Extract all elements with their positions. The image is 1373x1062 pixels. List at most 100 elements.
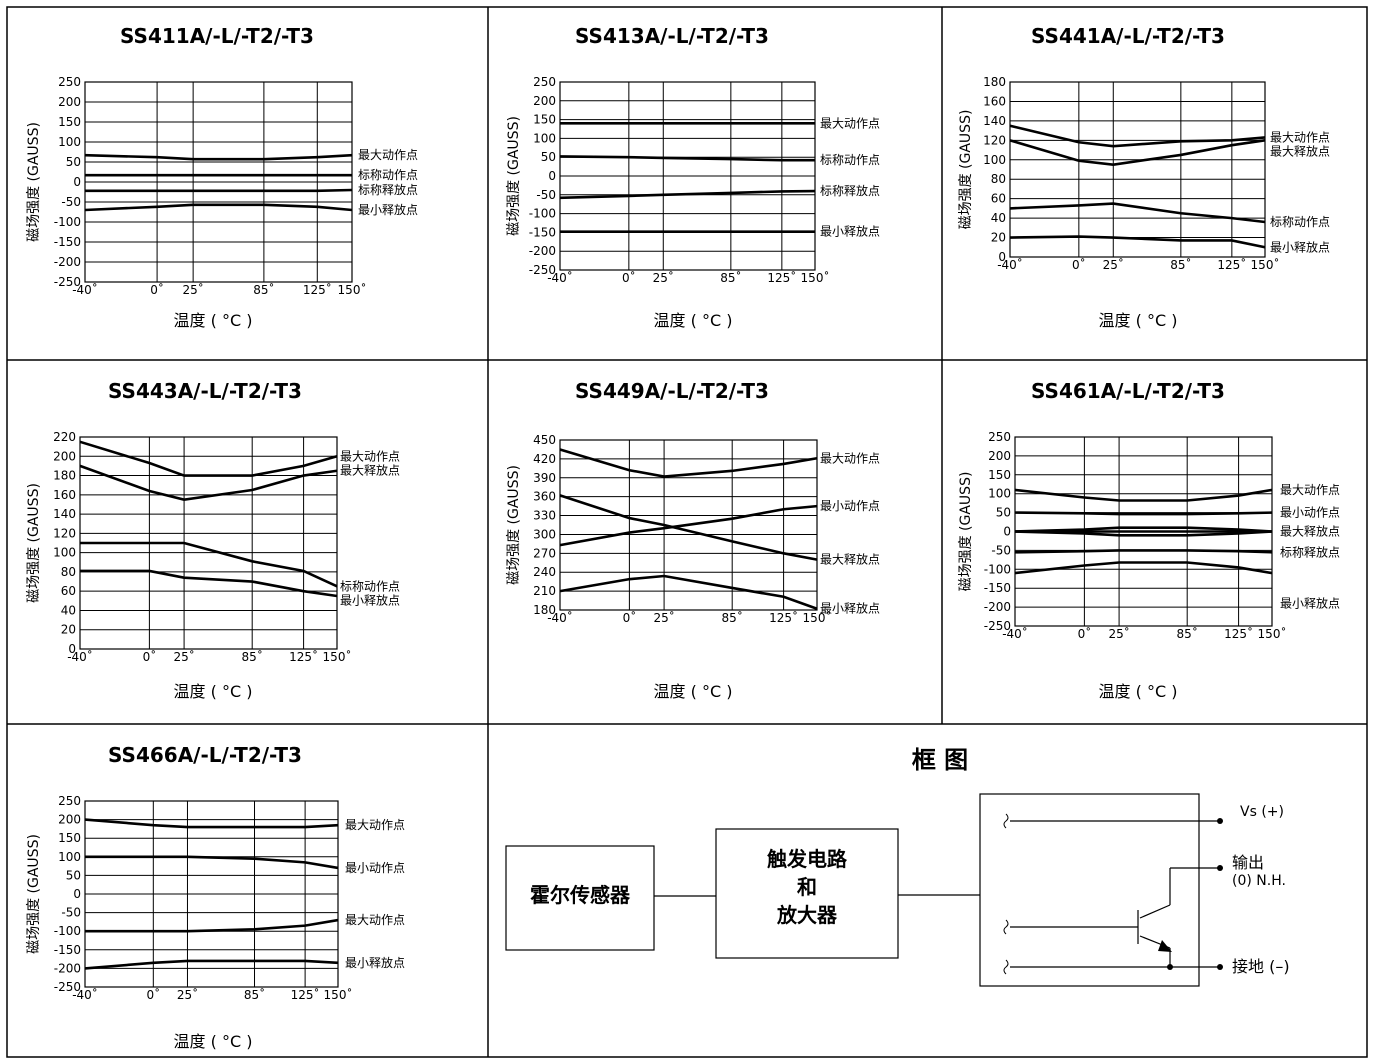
y-tick-label: 120 — [983, 133, 1006, 147]
series-line — [1014, 526, 1273, 533]
y-tick-label: -100 — [529, 207, 556, 221]
y-tick-label: -50 — [61, 906, 81, 920]
y-tick-label: 100 — [58, 850, 81, 864]
series-line — [559, 448, 818, 478]
y-tick-label: 330 — [533, 509, 556, 523]
terminal-dot — [1217, 818, 1223, 824]
x-axis-label: 温度 ( °C ) — [174, 1032, 253, 1051]
y-tick-label: -50 — [991, 543, 1011, 557]
x-tick-label: 25˚ — [1103, 257, 1124, 272]
y-tick-label: 20 — [61, 623, 76, 637]
trigger-label: 放大器 — [776, 903, 838, 927]
y-tick-label: 220 — [53, 430, 76, 444]
series-label: 最小释放点 — [345, 955, 405, 970]
x-axis-label: 温度 ( °C ) — [174, 682, 253, 701]
x-tick-label: -40˚ — [72, 987, 98, 1002]
x-tick-label: -40˚ — [547, 270, 573, 285]
series-line — [79, 464, 338, 501]
x-tick-label: 85˚ — [253, 282, 274, 297]
y-tick-label: 210 — [533, 584, 556, 598]
series-label: 最大动作点 — [820, 116, 880, 130]
y-axis-label: 磁场强度 (GAUSS) — [26, 483, 42, 603]
chart-title: SS411A/-L/-T2/-T3 — [120, 24, 314, 48]
series-line — [84, 959, 339, 970]
y-tick-label: 180 — [53, 469, 76, 483]
y-tick-label: 80 — [991, 172, 1006, 186]
series-label: 最小释放点 — [820, 224, 880, 239]
x-tick-label: -40˚ — [67, 649, 93, 664]
series-label: 最小释放点 — [1280, 595, 1340, 610]
y-tick-label: -150 — [54, 943, 81, 957]
terminal-dot — [1217, 964, 1223, 970]
series-line — [1014, 488, 1273, 502]
chart-title: SS466A/-L/-T2/-T3 — [108, 743, 302, 767]
x-tick-label: 85˚ — [244, 987, 265, 1002]
x-tick-label: 150˚ — [803, 610, 832, 625]
series-label: 最大释放点 — [1280, 524, 1340, 539]
y-axis-label: 磁场强度 (GAUSS) — [958, 472, 974, 592]
x-tick-label: 125˚ — [291, 987, 320, 1002]
x-tick-label: 0˚ — [150, 282, 164, 297]
x-axis-label: 温度 ( °C ) — [174, 311, 253, 330]
y-tick-label: 50 — [541, 150, 556, 164]
y-tick-label: 100 — [58, 135, 81, 149]
x-tick-label: 0˚ — [146, 987, 160, 1002]
y-tick-label: 180 — [983, 75, 1006, 89]
series-line — [559, 504, 818, 547]
y-tick-label: 0 — [68, 642, 76, 656]
x-tick-label: 25˚ — [177, 987, 198, 1002]
x-tick-label: 150˚ — [324, 987, 353, 1002]
x-tick-label: 25˚ — [173, 649, 194, 664]
y-tick-label: -150 — [54, 235, 81, 249]
trigger-label: 触发电路 — [767, 847, 848, 871]
series-line — [1014, 511, 1273, 516]
series-label: 最大动作点 — [358, 148, 418, 162]
x-tick-label: 25˚ — [182, 282, 203, 297]
y-tick-label: 0 — [998, 250, 1006, 264]
series-label: 最大动作点 — [820, 451, 880, 465]
x-axis-label: 温度 ( °C ) — [1099, 682, 1178, 701]
series-line — [85, 855, 339, 870]
y-tick-label: 120 — [53, 526, 76, 540]
x-tick-label: 25˚ — [653, 270, 674, 285]
wire — [1139, 904, 1171, 919]
y-tick-label: 0 — [73, 887, 81, 901]
y-tick-label: 180 — [533, 603, 556, 617]
y-tick-label: -200 — [529, 244, 556, 258]
series-line — [84, 203, 353, 212]
x-tick-label: 85˚ — [720, 270, 741, 285]
x-tick-label: 85˚ — [1170, 257, 1191, 272]
y-tick-label: 160 — [983, 94, 1006, 108]
series-label: 最小释放点 — [820, 601, 880, 616]
y-tick-label: 150 — [58, 115, 81, 129]
x-tick-label: 150˚ — [801, 270, 830, 285]
y-tick-label: 390 — [533, 471, 556, 485]
y-tick-label: -250 — [984, 619, 1011, 633]
series-label: 最小释放点 — [358, 202, 418, 217]
x-tick-label: 0˚ — [1078, 626, 1092, 641]
series-line — [1009, 139, 1266, 166]
y-axis-label: 磁场强度 (GAUSS) — [26, 834, 42, 954]
hall-sensor-box — [505, 845, 655, 951]
y-tick-label: 50 — [66, 155, 81, 169]
series-line — [1014, 561, 1273, 575]
x-tick-label: 150˚ — [1258, 626, 1287, 641]
chart-title: SS461A/-L/-T2/-T3 — [1031, 379, 1225, 403]
y-tick-label: -250 — [54, 980, 81, 994]
series-line — [559, 574, 818, 610]
series-label: 最小动作点 — [820, 499, 880, 513]
x-tick-label: 125˚ — [303, 282, 332, 297]
series-label: 标称动作点 — [358, 168, 418, 182]
series-line — [1009, 235, 1266, 249]
y-tick-label: -200 — [54, 255, 81, 269]
chart-7: SS466A/-L/-T2/-T3 250 200 150 100 50 0 -50 -100 -… — [26, 743, 405, 1051]
y-tick-label: 50 — [996, 506, 1011, 520]
x-tick-label: 125˚ — [289, 649, 318, 664]
trigger-label: 和 — [797, 875, 817, 899]
y-tick-label: 140 — [983, 114, 1006, 128]
x-tick-label: 85˚ — [242, 649, 263, 664]
y-tick-label: 150 — [988, 468, 1011, 482]
y-tick-label: 450 — [533, 433, 556, 447]
y-tick-label: 0 — [548, 169, 556, 183]
